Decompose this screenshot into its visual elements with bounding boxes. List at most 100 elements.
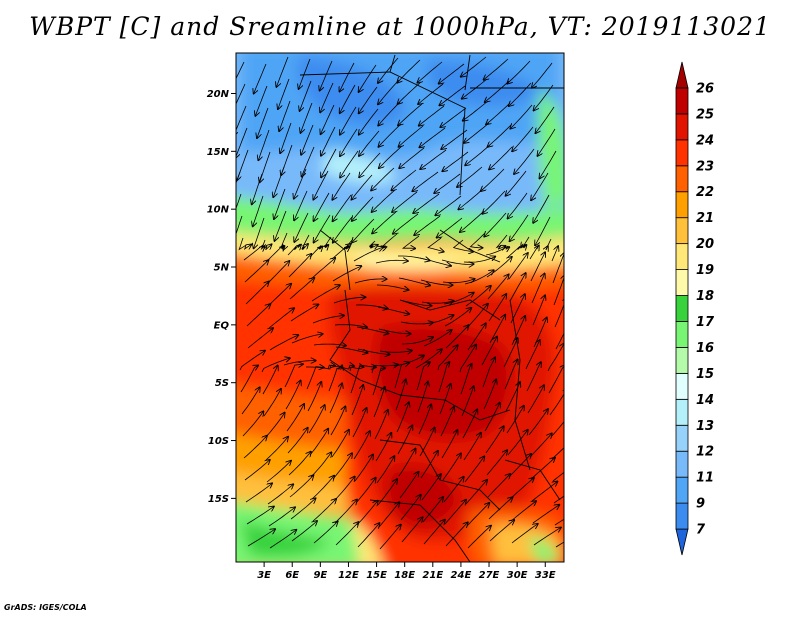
lon-tick-label: 6E xyxy=(285,570,299,581)
streamline xyxy=(320,60,333,91)
streamline xyxy=(273,166,285,197)
streamline xyxy=(488,124,512,147)
streamline xyxy=(514,148,535,174)
streamline xyxy=(463,433,481,461)
streamline xyxy=(321,104,335,134)
streamline xyxy=(503,338,518,368)
streamline xyxy=(371,167,395,190)
colorbar-swatch xyxy=(675,372,689,400)
streamline xyxy=(554,297,564,328)
streamline xyxy=(495,234,508,249)
lon-tick-label: 15E xyxy=(366,570,387,581)
streamline xyxy=(378,101,401,126)
streamline xyxy=(442,279,475,283)
streamline xyxy=(529,434,552,458)
streamline xyxy=(527,385,544,414)
streamline xyxy=(551,246,558,262)
streamline xyxy=(331,430,349,458)
streamline xyxy=(441,259,474,264)
colorbar-swatch xyxy=(675,139,689,167)
streamline xyxy=(445,325,469,349)
lon-tick-label: 18E xyxy=(394,570,415,581)
streamline xyxy=(352,174,373,200)
colorbar-swatch xyxy=(675,398,689,426)
streamline xyxy=(533,194,550,223)
streamline xyxy=(321,148,337,177)
streamline xyxy=(280,232,287,250)
streamline xyxy=(434,173,461,193)
streamline xyxy=(356,326,388,334)
streamline xyxy=(412,171,439,191)
colorbar-swatch xyxy=(675,476,689,504)
streamline xyxy=(509,273,526,302)
streamline xyxy=(340,150,359,178)
streamline xyxy=(504,360,518,390)
streamline xyxy=(463,257,495,263)
streamline xyxy=(396,402,409,433)
streamline xyxy=(350,366,363,394)
streamline xyxy=(245,282,269,305)
streamline xyxy=(506,406,524,434)
colorbar-label: 21 xyxy=(696,211,714,226)
streamline xyxy=(340,106,357,135)
streamline xyxy=(397,425,412,455)
grads-credit: GrADS: IGES/COLA xyxy=(4,603,87,612)
streamline xyxy=(313,522,338,544)
streamline xyxy=(368,240,378,248)
longitude-axis: 3E 6E 9E 12E 15E 18E 21E 24E 27E 30E 33E xyxy=(257,562,556,581)
streamline xyxy=(321,126,336,156)
streamline xyxy=(345,238,354,249)
streamline xyxy=(461,56,487,77)
streamline xyxy=(372,211,397,233)
streamline xyxy=(442,151,469,171)
streamline xyxy=(437,345,458,371)
streamline xyxy=(401,235,420,249)
colorbar-swatch xyxy=(675,502,689,530)
streamline xyxy=(422,497,443,523)
streamline xyxy=(420,279,453,285)
streamline xyxy=(458,188,484,209)
streamline xyxy=(465,480,487,505)
colorbar-label: 24 xyxy=(696,133,714,148)
streamline xyxy=(534,84,554,110)
colorbar-swatch xyxy=(675,113,689,141)
streamline xyxy=(243,436,267,459)
streamline xyxy=(462,409,477,439)
colorbar-label: 14 xyxy=(696,393,714,408)
colorbar-swatch xyxy=(675,243,689,270)
plot-frame xyxy=(235,52,565,563)
streamline xyxy=(394,363,409,389)
colorbar-label: 7 xyxy=(696,523,706,538)
streamline xyxy=(488,294,506,322)
lat-tick-label: 5S xyxy=(215,378,229,389)
streamline xyxy=(357,523,379,548)
streamline xyxy=(555,541,564,548)
streamline xyxy=(354,279,387,284)
streamline xyxy=(236,83,246,113)
streamline xyxy=(269,335,298,351)
streamline xyxy=(333,194,352,221)
streamline xyxy=(340,84,356,113)
streamline xyxy=(376,284,409,290)
colorbar-label: 15 xyxy=(696,367,714,382)
streamline xyxy=(265,245,284,263)
streamline xyxy=(313,170,329,200)
streamline xyxy=(422,315,454,325)
lat-tick-label: EQ xyxy=(214,320,230,331)
streamline xyxy=(508,253,528,280)
streamline xyxy=(267,284,291,307)
streamline xyxy=(395,380,406,411)
streamline xyxy=(379,351,412,353)
streamline xyxy=(508,192,528,218)
streamline xyxy=(398,103,423,125)
streamline xyxy=(507,430,528,456)
streamline xyxy=(257,107,269,138)
colorbar-swatch xyxy=(675,528,689,556)
colorbar: 7 9 11 12 13 14 15 16 17 18 19 20 21 22 23 24 25 26 xyxy=(675,61,715,556)
streamline xyxy=(314,214,331,243)
streamlines xyxy=(236,56,564,550)
streamline xyxy=(538,128,556,156)
lon-tick-label: 24E xyxy=(451,570,472,581)
streamline xyxy=(320,82,334,112)
streamline xyxy=(335,522,358,546)
